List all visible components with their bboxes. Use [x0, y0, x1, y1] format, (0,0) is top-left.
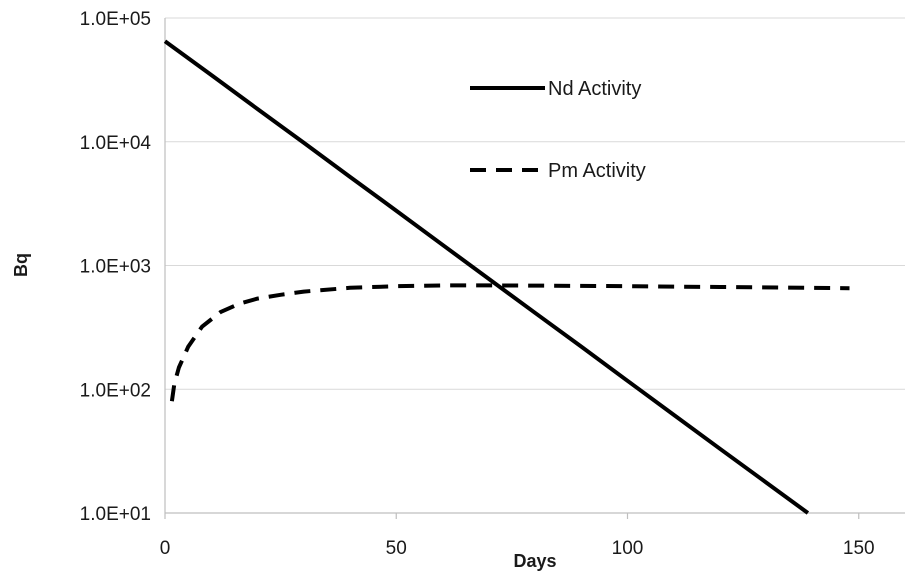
y-tick-labels: 1.0E+01 1.0E+02 1.0E+03 1.0E+04 1.0E+05 — [80, 9, 152, 525]
x-axis-title: Days — [513, 551, 556, 571]
x-tick-label: 50 — [386, 538, 407, 559]
legend-label: Nd Activity — [548, 78, 641, 100]
series-line-nd-activity — [163, 39, 810, 515]
y-tick-label: 1.0E+01 — [80, 504, 151, 525]
legend: Nd Activity Pm Activity — [470, 78, 646, 182]
axes — [164, 18, 905, 519]
y-tick-label: 1.0E+05 — [80, 9, 151, 30]
x-tick-label: 0 — [160, 538, 171, 559]
y-tick-label: 1.0E+04 — [80, 133, 152, 154]
x-tick-label: 150 — [843, 538, 875, 559]
gridlines — [165, 17, 905, 390]
y-tick-label: 1.0E+02 — [80, 380, 151, 401]
legend-label: Pm Activity — [548, 160, 646, 182]
x-tick-label: 100 — [612, 538, 644, 559]
y-axis-title: Bq — [11, 253, 31, 277]
y-tick-label: 1.0E+03 — [80, 257, 151, 278]
series-line-pm-activity — [169, 283, 850, 402]
x-tick-labels: 0 50 100 150 — [160, 538, 875, 559]
series-lines — [163, 39, 850, 515]
